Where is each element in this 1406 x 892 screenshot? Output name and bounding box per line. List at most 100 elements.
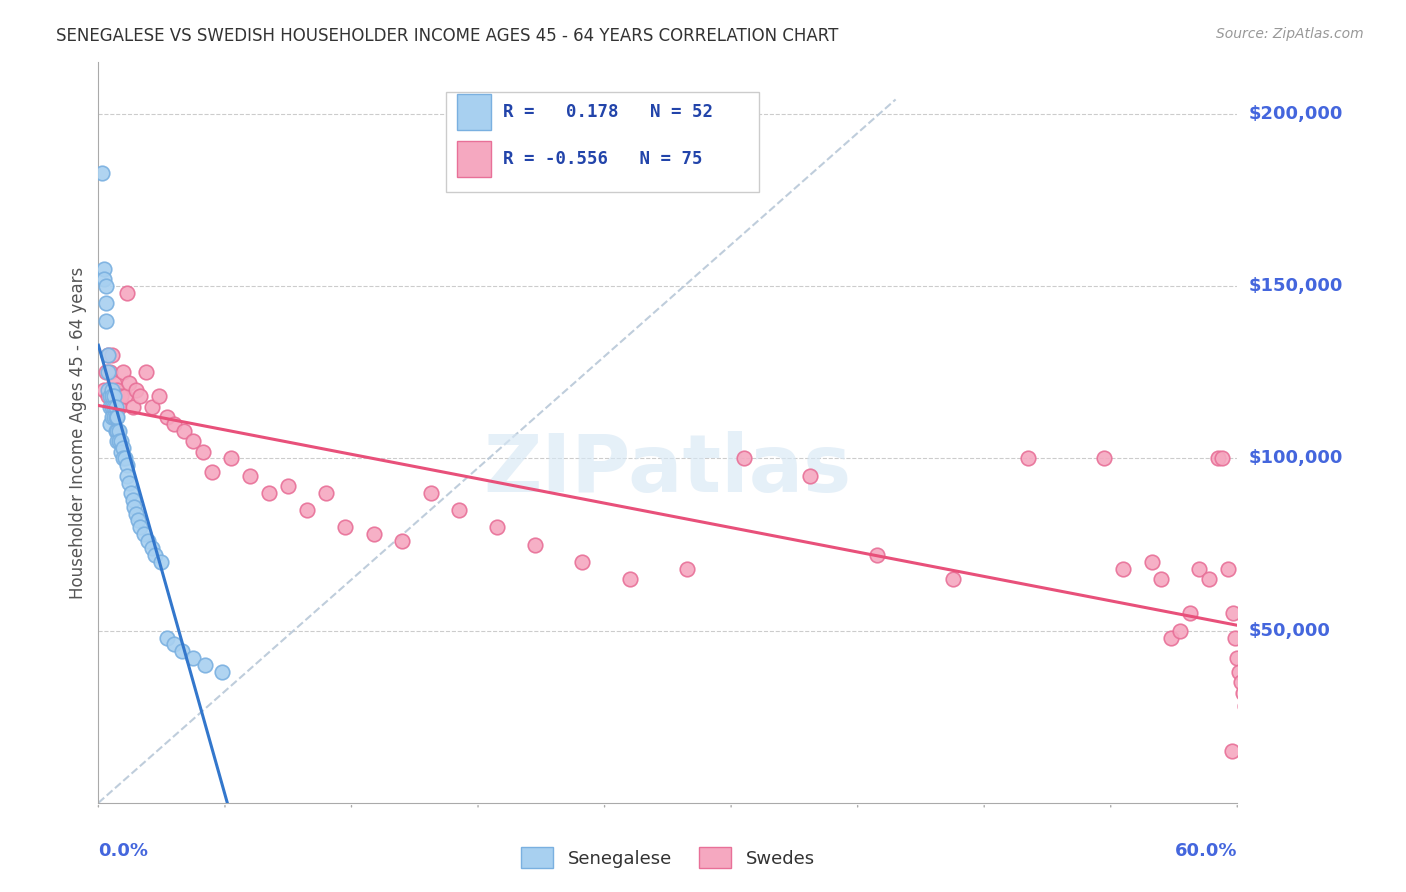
Point (1211, 451, 1233, 466)
Point (118, 376, 141, 390)
Text: 0.0%: 0.0% (98, 842, 149, 860)
Text: $200,000: $200,000 (1249, 105, 1343, 123)
Point (97, 383, 120, 397)
Point (1140, 555, 1163, 569)
Point (194, 658, 217, 673)
Point (91, 166, 114, 180)
Point (1230, 675, 1253, 690)
Point (191, 444, 214, 458)
FancyBboxPatch shape (457, 95, 491, 130)
Point (98, 417, 121, 431)
Point (183, 434, 205, 449)
Point (335, 520, 357, 534)
Point (120, 486, 142, 500)
Point (93, 272, 115, 286)
Point (100, 348, 122, 362)
Point (1170, 624, 1192, 638)
Point (132, 527, 155, 541)
Point (97, 348, 120, 362)
Point (98, 383, 121, 397)
Point (100, 389, 122, 403)
Point (114, 451, 136, 466)
Point (97, 348, 120, 362)
Point (93, 262, 115, 277)
Point (121, 492, 143, 507)
Point (129, 520, 152, 534)
Text: Source: ZipAtlas.com: Source: ZipAtlas.com (1216, 27, 1364, 41)
Point (108, 424, 131, 438)
Point (1220, 744, 1243, 758)
Point (104, 410, 127, 425)
Point (97, 389, 120, 403)
Point (125, 383, 148, 397)
Point (124, 500, 146, 514)
Point (1246, 720, 1268, 734)
Point (104, 400, 127, 414)
Point (1094, 451, 1116, 466)
Point (866, 548, 889, 562)
Point (571, 555, 593, 569)
Point (108, 400, 131, 414)
Point (1216, 561, 1239, 575)
Text: SENEGALESE VS SWEDISH HOUSEHOLDER INCOME AGES 45 - 64 YEARS CORRELATION CHART: SENEGALESE VS SWEDISH HOUSEHOLDER INCOME… (56, 27, 838, 45)
Point (619, 572, 641, 586)
Point (135, 365, 157, 379)
Text: $100,000: $100,000 (1249, 450, 1343, 467)
Point (93, 383, 115, 397)
Point (94, 365, 117, 379)
Point (277, 479, 299, 493)
Point (141, 541, 163, 555)
Point (524, 537, 547, 551)
Point (107, 383, 129, 397)
Point (107, 424, 129, 438)
Point (1198, 572, 1220, 586)
Point (156, 410, 179, 425)
Point (103, 376, 125, 390)
Point (391, 534, 413, 549)
Point (110, 389, 132, 403)
Point (118, 475, 141, 490)
Point (110, 444, 132, 458)
Point (201, 465, 224, 479)
Point (163, 637, 186, 651)
Point (100, 383, 122, 397)
Point (183, 651, 205, 665)
Point (94, 279, 117, 293)
Point (100, 389, 122, 403)
Point (129, 389, 152, 403)
Point (100, 400, 122, 414)
Text: R =   0.178   N = 52: R = 0.178 N = 52 (503, 103, 713, 121)
Point (363, 527, 385, 541)
Point (98, 400, 121, 414)
Point (297, 503, 319, 517)
Legend: Senegalese, Swedes: Senegalese, Swedes (513, 840, 823, 875)
Point (163, 417, 186, 431)
Point (115, 458, 138, 473)
FancyBboxPatch shape (457, 142, 491, 177)
Point (145, 548, 167, 562)
Point (103, 410, 125, 425)
Text: $50,000: $50,000 (1249, 622, 1330, 640)
Point (103, 389, 125, 403)
Point (98, 365, 121, 379)
Text: 60.0%: 60.0% (1175, 842, 1237, 860)
Point (1150, 572, 1173, 586)
Point (221, 451, 243, 466)
Text: $150,000: $150,000 (1249, 277, 1343, 295)
Point (1232, 685, 1254, 699)
FancyBboxPatch shape (446, 92, 759, 192)
Point (141, 400, 163, 414)
Point (112, 441, 135, 455)
Point (1222, 607, 1244, 621)
Point (1112, 561, 1135, 575)
Point (1160, 631, 1182, 645)
Point (1178, 607, 1201, 621)
Point (1227, 665, 1250, 679)
Point (1233, 699, 1256, 714)
Point (98, 389, 121, 403)
Point (107, 424, 129, 438)
Point (94, 314, 117, 328)
Point (112, 451, 135, 466)
Point (104, 410, 127, 425)
Point (115, 468, 138, 483)
